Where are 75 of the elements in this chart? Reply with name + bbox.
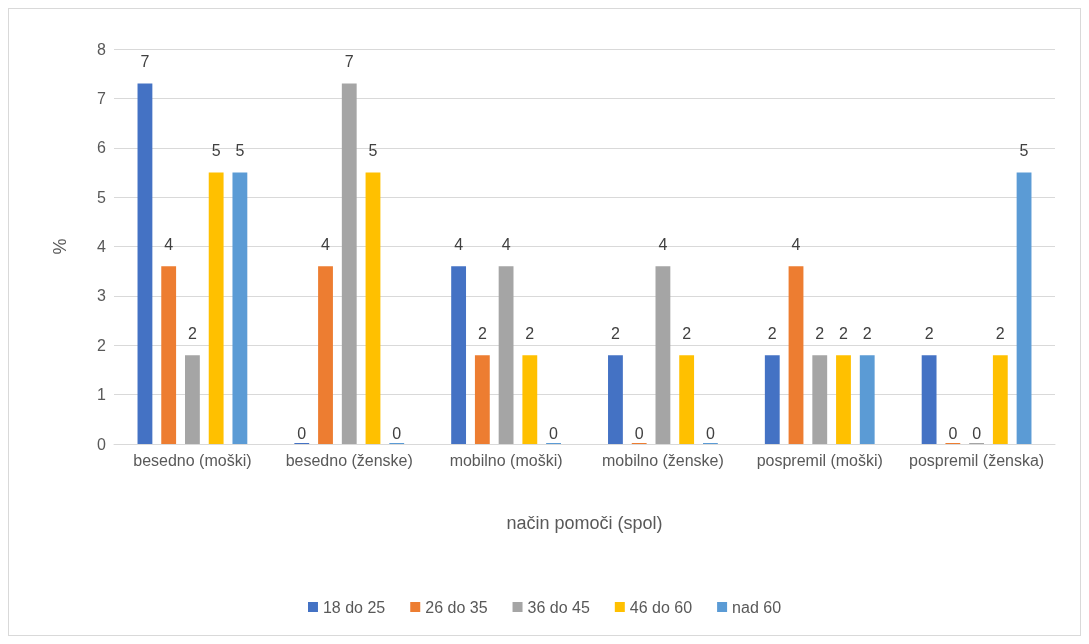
bar [679, 355, 695, 444]
y-tick-label: 8 [97, 40, 107, 58]
bar [341, 83, 357, 444]
data-label: 5 [368, 141, 378, 159]
data-label: 2 [862, 324, 872, 342]
legend-label: nad 60 [732, 598, 782, 616]
bar [137, 83, 153, 444]
bar [318, 266, 333, 444]
x-tick-label: besedno (moški) [133, 451, 252, 469]
data-label: 0 [972, 424, 982, 442]
data-label: 4 [658, 235, 668, 253]
data-label: 4 [501, 235, 511, 253]
bar [1016, 172, 1032, 444]
legend-label: 26 do 35 [425, 598, 488, 616]
bar [474, 355, 490, 444]
data-label: 4 [454, 235, 464, 253]
bar [161, 266, 177, 444]
data-label: 2 [839, 324, 849, 342]
data-label: 2 [924, 324, 934, 342]
data-label: 0 [392, 424, 402, 442]
data-label: 0 [634, 424, 644, 442]
data-label: 5 [1019, 141, 1029, 159]
data-label: 5 [211, 141, 221, 159]
bar [185, 355, 200, 444]
legend-label: 18 do 25 [322, 598, 386, 616]
x-tick-label: mobilno (moški) [449, 451, 563, 469]
bar [992, 355, 1008, 444]
y-axis-title: % [50, 238, 70, 255]
x-tick-label: besedno (ženske) [285, 451, 413, 469]
bar [208, 172, 224, 444]
data-label: 4 [164, 235, 174, 253]
bar [522, 355, 538, 444]
bar [812, 355, 828, 444]
y-tick-label: 4 [97, 238, 107, 255]
data-label: 5 [235, 141, 245, 159]
data-label: 2 [767, 324, 777, 342]
data-label: 7 [140, 53, 150, 71]
bar [365, 172, 381, 444]
bar [451, 266, 467, 444]
data-label: 2 [682, 324, 692, 342]
y-tick-label: 7 [97, 89, 107, 107]
legend-label: 36 do 45 [527, 598, 590, 616]
data-label: 0 [549, 424, 559, 442]
legend-label: 46 do 60 [629, 598, 693, 616]
bar [655, 266, 671, 444]
data-label: 2 [610, 324, 620, 342]
data-label: 7 [344, 53, 354, 71]
bar [859, 355, 875, 444]
y-tick-label: 6 [97, 139, 107, 157]
data-label: 4 [791, 235, 801, 253]
bar [788, 266, 804, 444]
y-tick-label: 1 [97, 386, 107, 404]
bar [498, 266, 514, 444]
bar [764, 355, 780, 444]
x-axis-title: način pomoči (spol) [506, 513, 663, 533]
bar [608, 355, 623, 444]
y-tick-label: 0 [97, 435, 107, 453]
data-label: 2 [995, 324, 1005, 342]
bar [232, 172, 248, 444]
data-label: 0 [297, 424, 307, 442]
data-label: 2 [477, 324, 487, 342]
y-tick-label: 3 [97, 287, 107, 305]
data-label: 4 [321, 235, 331, 253]
data-label: 2 [815, 324, 825, 342]
y-tick-label: 5 [97, 188, 107, 206]
bar [921, 355, 937, 444]
x-tick-label: pospremil (moški) [756, 451, 883, 469]
bar [836, 355, 851, 444]
data-label: 0 [705, 424, 715, 442]
data-label: 2 [187, 324, 197, 342]
x-tick-label: mobilno (ženske) [602, 451, 724, 469]
data-label: 2 [525, 324, 535, 342]
data-label: 0 [948, 424, 958, 442]
x-tick-label: pospremil (ženska) [909, 451, 1045, 469]
y-tick-label: 2 [97, 336, 107, 354]
